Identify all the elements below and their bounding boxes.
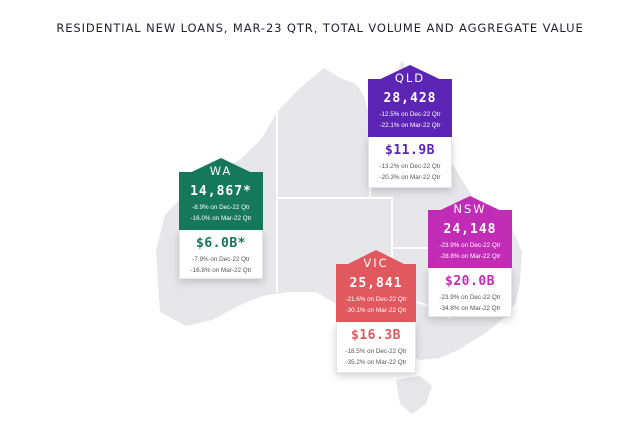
nsw-volume: 24,148 xyxy=(443,222,497,237)
nsw-volume-change-mar: -28.8% on Mar-22 Qtr xyxy=(439,253,501,260)
vic-value-change-dec: -18.5% on Dec-22 Qtr xyxy=(345,348,407,355)
wa-volume-change-mar: -16.0% on Mar-22 Qtr xyxy=(190,215,252,222)
card-nsw: NSW 24,148 -23.9% on Dec-22 Qtr -28.8% o… xyxy=(428,196,512,317)
vic-state-code: VIC xyxy=(363,256,389,270)
card-vic: VIC 25,841 -21.6% on Dec-22 Qtr -30.1% o… xyxy=(336,250,416,373)
nsw-value-panel: $20.0B -23.9% on Dec-22 Qtr -34.8% on Ma… xyxy=(428,268,512,317)
vic-volume-change-dec: -21.6% on Dec-22 Qtr xyxy=(345,296,407,303)
qld-value-change-dec: -13.2% on Dec-22 Qtr xyxy=(379,163,441,170)
qld-state-code: QLD xyxy=(394,71,426,85)
card-qld: QLD 28,428 -12.5% on Dec-22 Qtr -22.1% o… xyxy=(368,65,452,188)
vic-value: $16.3B xyxy=(351,328,401,343)
wa-volume: 14,867* xyxy=(190,184,252,199)
vic-header: VIC 25,841 -21.6% on Dec-22 Qtr -30.1% o… xyxy=(336,256,416,322)
wa-volume-change-dec: -8.9% on Dec-22 Qtr xyxy=(192,204,250,211)
nsw-state-code: NSW xyxy=(453,202,487,216)
nsw-value-change-dec: -23.9% on Dec-22 Qtr xyxy=(439,294,501,301)
wa-value-panel: $6.0B* -7.9% on Dec-22 Qtr -16.8% on Mar… xyxy=(179,230,263,279)
wa-value-change-mar: -16.8% on Mar-22 Qtr xyxy=(190,267,252,274)
nsw-header: NSW 24,148 -23.9% on Dec-22 Qtr -28.8% o… xyxy=(428,202,512,268)
qld-volume-change-mar: -22.1% on Mar-22 Qtr xyxy=(379,122,441,129)
qld-value: $11.9B xyxy=(385,143,435,158)
wa-header: WA 14,867* -8.9% on Dec-22 Qtr -16.0% on… xyxy=(179,164,263,230)
nsw-value-change-mar: -34.8% on Mar-22 Qtr xyxy=(439,305,501,312)
qld-value-change-mar: -20.3% on Mar-22 Qtr xyxy=(379,174,441,181)
card-wa: WA 14,867* -8.9% on Dec-22 Qtr -16.0% on… xyxy=(179,158,263,279)
tasmania xyxy=(396,376,432,414)
qld-header: QLD 28,428 -12.5% on Dec-22 Qtr -22.1% o… xyxy=(368,71,452,137)
nsw-value: $20.0B xyxy=(445,274,495,289)
nsw-volume-change-dec: -23.9% on Dec-22 Qtr xyxy=(439,242,501,249)
wa-value: $6.0B* xyxy=(196,236,246,251)
vic-value-panel: $16.3B -18.5% on Dec-22 Qtr -35.2% on Ma… xyxy=(336,322,416,373)
map-title: RESIDENTIAL NEW LOANS, MAR-23 QTR, TOTAL… xyxy=(56,21,584,35)
vic-value-change-mar: -35.2% on Mar-22 Qtr xyxy=(345,359,407,366)
wa-value-change-dec: -7.9% on Dec-22 Qtr xyxy=(192,256,250,263)
qld-volume: 28,428 xyxy=(383,91,437,106)
vic-volume: 25,841 xyxy=(349,276,403,291)
qld-value-panel: $11.9B -13.2% on Dec-22 Qtr -20.3% on Ma… xyxy=(368,137,452,188)
qld-volume-change-dec: -12.5% on Dec-22 Qtr xyxy=(379,111,441,118)
wa-state-code: WA xyxy=(209,164,233,178)
vic-volume-change-mar: -30.1% on Mar-22 Qtr xyxy=(345,307,407,314)
